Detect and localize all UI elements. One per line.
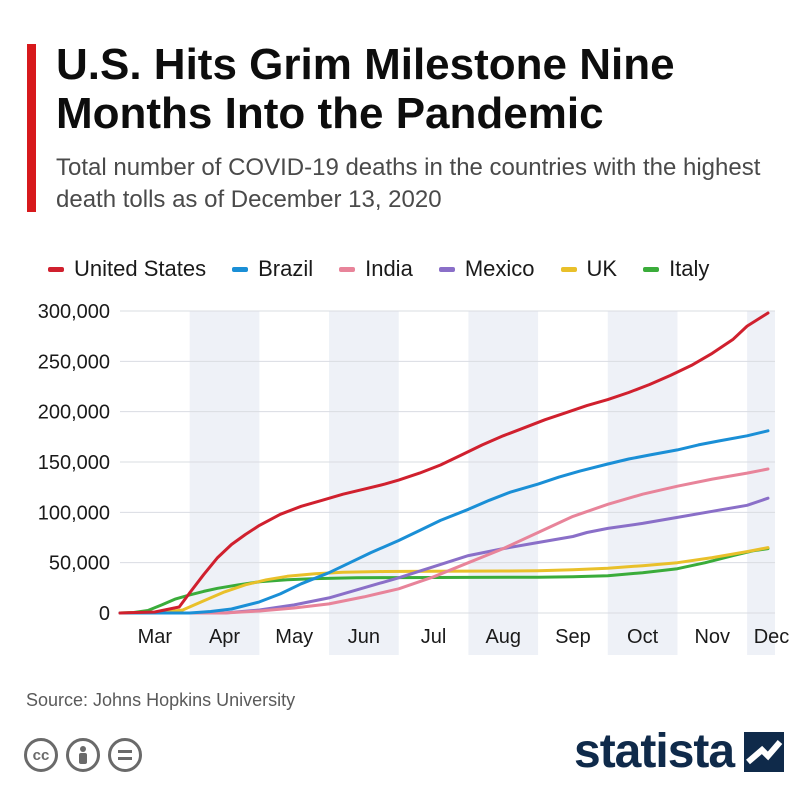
source-note: Source: Johns Hopkins University <box>26 690 296 710</box>
x-tick-label: Sep <box>555 626 591 648</box>
no-derivatives-icon[interactable] <box>108 738 142 772</box>
brand-name: statista <box>574 725 735 778</box>
license-icons: cc <box>24 738 142 772</box>
legend-item: UK <box>560 256 618 282</box>
series-line-brazil <box>118 429 770 615</box>
legend-item: Mexico <box>438 256 535 282</box>
chart-subtitle: Total number of COVID-19 deaths in the c… <box>56 154 761 213</box>
y-tick-label: 50,000 <box>49 553 110 575</box>
legend-label: Mexico <box>464 256 535 281</box>
chart-title: U.S. Hits Grim Milestone Nine Months Int… <box>56 40 675 138</box>
x-tick-label: Nov <box>694 626 730 648</box>
x-tick-label: Apr <box>209 626 240 648</box>
line-chart: 0 50,000 100,000 150,000 200,000 250,000 300,0… <box>38 301 790 655</box>
series-line-united-states <box>118 311 770 615</box>
legend-swatch <box>560 266 577 272</box>
legend-label: Brazil <box>258 256 314 281</box>
chart-legend: United States Brazil India Mexico UK Italy <box>48 255 788 283</box>
month-band <box>189 311 260 655</box>
legend-item: United States <box>48 256 206 282</box>
y-tick-label: 150,000 <box>38 452 110 474</box>
series-line-uk <box>118 546 770 615</box>
legend-swatch <box>48 266 64 272</box>
x-tick-label: Mar <box>138 626 173 648</box>
y-tick-label: 300,000 <box>38 301 110 323</box>
x-tick-label: Aug <box>485 626 521 648</box>
legend-label: Italy <box>669 256 710 281</box>
legend-swatch <box>438 266 455 272</box>
month-band <box>468 311 539 655</box>
series-line-india <box>118 467 770 615</box>
legend-item: Italy <box>643 256 709 282</box>
y-tick-label: 200,000 <box>38 402 110 424</box>
legend-label: UK <box>586 256 618 281</box>
legend-item: Brazil <box>232 256 313 282</box>
creative-commons-icon[interactable]: cc <box>24 738 58 772</box>
statista-logo[interactable]: statista <box>574 724 785 779</box>
legend-swatch <box>643 266 660 272</box>
legend-swatch <box>339 266 356 272</box>
x-tick-label: Jun <box>348 626 380 648</box>
legend-label: United States <box>74 256 207 281</box>
y-tick-label: 250,000 <box>38 351 110 373</box>
legend-label: India <box>365 256 413 281</box>
x-tick-label: Jul <box>421 626 447 648</box>
statista-mark-icon <box>744 731 785 772</box>
x-tick-label: Dec <box>754 626 790 648</box>
series-line-italy <box>118 547 770 615</box>
month-band <box>607 311 678 655</box>
x-tick-label: Oct <box>627 626 659 648</box>
legend-item: India <box>339 256 413 282</box>
x-tick-label: May <box>275 626 313 648</box>
y-tick-label: 100,000 <box>38 502 110 524</box>
attribution-icon[interactable] <box>66 738 100 772</box>
y-tick-label: 0 <box>99 603 110 625</box>
month-band <box>747 311 775 655</box>
legend-swatch <box>232 266 249 272</box>
accent-bar <box>27 44 36 212</box>
